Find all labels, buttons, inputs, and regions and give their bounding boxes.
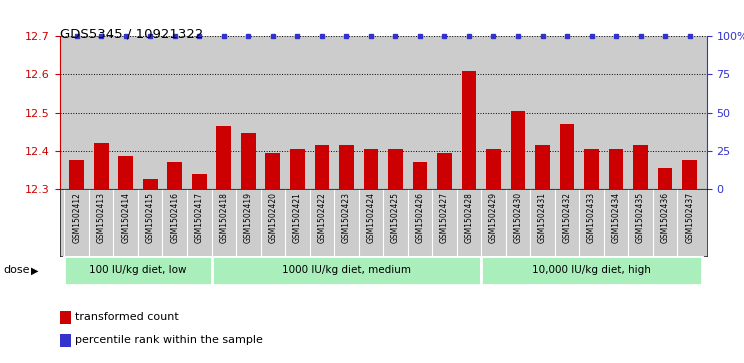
- Text: GSM1502424: GSM1502424: [366, 192, 376, 243]
- Bar: [486, 149, 501, 189]
- Bar: [535, 145, 550, 189]
- Text: GSM1502434: GSM1502434: [612, 192, 620, 243]
- Text: GSM1502414: GSM1502414: [121, 192, 130, 243]
- Text: GSM1502412: GSM1502412: [72, 192, 81, 243]
- Text: GSM1502416: GSM1502416: [170, 192, 179, 243]
- Text: GSM1502437: GSM1502437: [685, 192, 694, 243]
- Text: GSM1502433: GSM1502433: [587, 192, 596, 243]
- Text: GSM1502427: GSM1502427: [440, 192, 449, 243]
- Bar: [315, 145, 329, 189]
- Text: GSM1502417: GSM1502417: [195, 192, 204, 243]
- Bar: [65, 256, 211, 285]
- Bar: [118, 156, 133, 189]
- Text: transformed count: transformed count: [75, 312, 179, 322]
- Text: GDS5345 / 10921322: GDS5345 / 10921322: [60, 27, 203, 40]
- Text: 1000 IU/kg diet, medium: 1000 IU/kg diet, medium: [282, 265, 411, 276]
- Text: dose: dose: [3, 265, 30, 276]
- Text: GSM1502420: GSM1502420: [269, 192, 278, 243]
- Text: GSM1502415: GSM1502415: [146, 192, 155, 243]
- Bar: [633, 145, 648, 189]
- Text: GSM1502428: GSM1502428: [464, 192, 473, 243]
- Bar: [461, 70, 476, 189]
- Bar: [60, 334, 71, 347]
- Text: percentile rank within the sample: percentile rank within the sample: [75, 335, 263, 345]
- Bar: [413, 162, 427, 189]
- Bar: [609, 149, 623, 189]
- Bar: [167, 162, 182, 189]
- Text: GSM1502419: GSM1502419: [244, 192, 253, 243]
- Text: GSM1502429: GSM1502429: [489, 192, 498, 243]
- Text: GSM1502430: GSM1502430: [513, 192, 522, 243]
- Bar: [584, 149, 599, 189]
- Text: GSM1502432: GSM1502432: [562, 192, 571, 243]
- Text: ▶: ▶: [31, 265, 39, 276]
- Bar: [217, 126, 231, 189]
- Bar: [682, 160, 697, 189]
- Text: GSM1502418: GSM1502418: [219, 192, 228, 243]
- Bar: [60, 311, 71, 324]
- Bar: [481, 256, 702, 285]
- Bar: [266, 152, 280, 189]
- Text: GSM1502435: GSM1502435: [636, 192, 645, 243]
- Bar: [388, 149, 403, 189]
- Bar: [510, 111, 525, 189]
- Text: GSM1502422: GSM1502422: [318, 192, 327, 243]
- Bar: [143, 179, 158, 189]
- Bar: [211, 256, 481, 285]
- Text: GSM1502413: GSM1502413: [97, 192, 106, 243]
- Text: GSM1502431: GSM1502431: [538, 192, 547, 243]
- Text: GSM1502426: GSM1502426: [415, 192, 424, 243]
- Text: GSM1502436: GSM1502436: [661, 192, 670, 243]
- Bar: [94, 143, 109, 189]
- Bar: [339, 145, 353, 189]
- Bar: [192, 174, 207, 189]
- Bar: [437, 152, 452, 189]
- Text: GSM1502425: GSM1502425: [391, 192, 400, 243]
- Bar: [364, 149, 378, 189]
- Text: 100 IU/kg diet, low: 100 IU/kg diet, low: [89, 265, 187, 276]
- Bar: [241, 134, 256, 189]
- Text: GSM1502421: GSM1502421: [293, 192, 302, 243]
- Bar: [290, 149, 305, 189]
- Bar: [69, 160, 84, 189]
- Bar: [559, 124, 574, 189]
- Bar: [658, 168, 673, 189]
- Text: 10,000 IU/kg diet, high: 10,000 IU/kg diet, high: [532, 265, 651, 276]
- Text: GSM1502423: GSM1502423: [342, 192, 351, 243]
